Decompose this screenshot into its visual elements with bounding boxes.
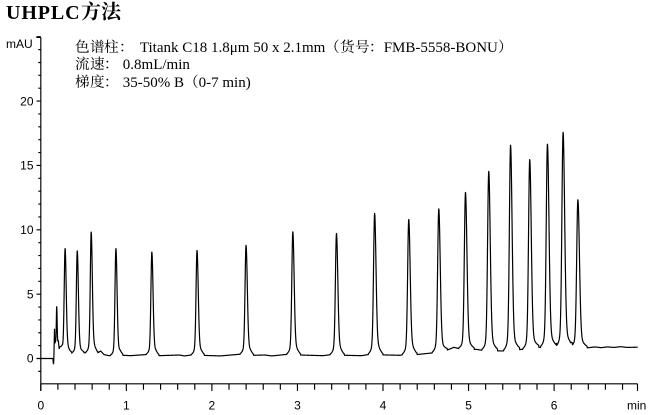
x-tick-label: 1: [123, 398, 130, 412]
y-tick-label: 10: [20, 223, 34, 237]
y-tick-label: 5: [27, 287, 34, 301]
y-tick-label: 20: [20, 94, 34, 108]
catalog-label-cjk: （货号：: [325, 38, 383, 55]
flowrate-label-cjk: 流速：: [75, 56, 119, 73]
page-title: UHPLC方法: [6, 1, 121, 25]
annotation-column-line: 色谱柱： Titank C18 1.8μm 50 x 2.1mm（货号：FMB-5…: [75, 38, 513, 57]
y-axis-ticks: [36, 36, 41, 372]
plot-axes: [36, 36, 639, 391]
y-tick-label: 0: [27, 352, 34, 366]
x-axis-ticks: [40, 383, 624, 391]
page-title-latin: UHPLC: [6, 1, 81, 24]
column-label-cjk: 色谱柱：: [75, 39, 133, 55]
gradient-value: 35-50% B: [122, 74, 185, 91]
x-tick-label: 4: [380, 398, 387, 412]
page-title-cjk: 方法: [81, 1, 121, 24]
y-axis-unit-label: mAU: [6, 37, 33, 51]
method-annotation: 色谱柱： Titank C18 1.8μm 50 x 2.1mm（货号：FMB-5…: [75, 38, 513, 92]
annotation-gradient-line: 梯度：35-50% B（0-7 min): [75, 74, 512, 92]
chromatogram-trace: [40, 131, 638, 365]
x-tick-label: 5: [465, 398, 472, 412]
x-tick-label: 2: [209, 398, 216, 412]
flowrate-value: 0.8mL/min: [122, 57, 190, 74]
gradient-label-cjk: 梯度：: [75, 74, 119, 91]
catalog-value: FMB-5558-BONU: [383, 39, 498, 56]
gradient-open-paren-cjk: （: [184, 74, 199, 91]
x-tick-label: 3: [294, 398, 301, 412]
y-tick-label: 15: [20, 159, 34, 173]
gradient-range: 0-7 min): [198, 74, 251, 91]
catalog-close-paren-cjk: ）: [498, 38, 513, 55]
x-axis-unit-label: min: [627, 398, 646, 412]
x-tick-label: 0: [37, 398, 44, 412]
x-tick-label: 6: [551, 398, 558, 412]
column-value: Titank C18 1.8μm 50 x 2.1mm: [139, 39, 326, 56]
annotation-flowrate-line: 流速：0.8mL/min: [75, 56, 512, 74]
